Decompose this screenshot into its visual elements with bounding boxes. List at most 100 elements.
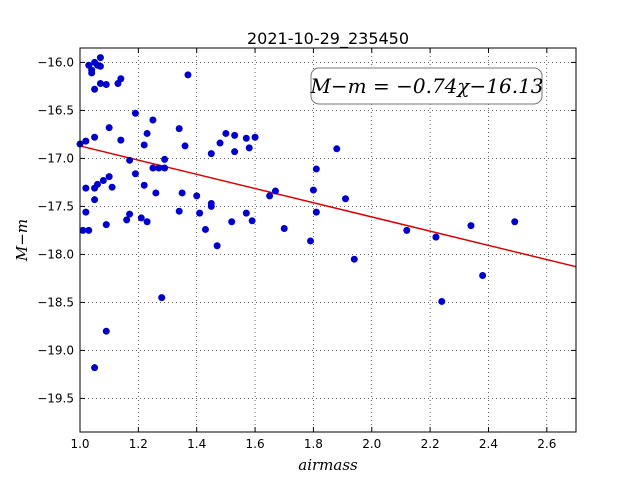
- data-point: [271, 187, 279, 195]
- data-point: [82, 184, 90, 192]
- data-point: [99, 176, 107, 184]
- data-point: [102, 327, 110, 335]
- data-point: [280, 224, 288, 232]
- data-point: [333, 145, 341, 153]
- chart-title: 2021-10-29_235450: [247, 29, 409, 49]
- data-points: [76, 54, 519, 372]
- data-point: [231, 148, 239, 156]
- y-tick-label: −16.0: [37, 55, 74, 69]
- data-point: [201, 225, 209, 233]
- x-tick-label: 2.6: [537, 437, 556, 451]
- fit-annotation: M−m = −0.74χ−16.13: [309, 67, 544, 105]
- data-point: [309, 186, 317, 194]
- data-point: [213, 242, 221, 250]
- data-point: [108, 183, 116, 191]
- data-point: [175, 207, 183, 215]
- data-point: [137, 214, 145, 222]
- data-point: [312, 165, 320, 173]
- y-tick-label: −17.5: [37, 199, 74, 213]
- data-point: [126, 156, 134, 164]
- data-point: [82, 208, 90, 216]
- data-point: [105, 173, 113, 181]
- data-point: [91, 85, 99, 93]
- data-point: [184, 71, 192, 79]
- data-point: [91, 133, 99, 141]
- x-tick-label: 2.2: [421, 437, 440, 451]
- data-point: [94, 180, 102, 188]
- grid-lines: [80, 48, 576, 432]
- data-point: [248, 217, 256, 225]
- data-point: [85, 226, 93, 234]
- data-point: [196, 209, 204, 217]
- data-point: [511, 218, 519, 226]
- y-axis-label: M−m: [13, 219, 31, 262]
- data-point: [117, 136, 125, 144]
- data-point: [155, 164, 163, 172]
- x-tick-label: 1.8: [304, 437, 323, 451]
- x-tick-label: 1.4: [187, 437, 206, 451]
- data-point: [126, 210, 134, 218]
- data-point: [105, 124, 113, 132]
- plot-frame: [79, 47, 577, 433]
- x-tick-label: 2.0: [362, 437, 381, 451]
- data-point: [193, 192, 201, 200]
- data-point: [91, 364, 99, 372]
- annotation-text: M−m = −0.74χ−16.13: [309, 74, 543, 98]
- annotation-box: [310, 67, 543, 105]
- data-point: [117, 75, 125, 83]
- data-point: [216, 139, 224, 147]
- data-point: [266, 192, 274, 200]
- data-point: [350, 255, 358, 263]
- data-point: [102, 80, 110, 88]
- y-tick-label: −16.5: [37, 103, 74, 117]
- data-point: [242, 209, 250, 217]
- data-point: [143, 218, 151, 226]
- data-point: [131, 170, 139, 178]
- x-tick-label: 1.6: [246, 437, 265, 451]
- data-point: [143, 129, 151, 137]
- y-tick-label: −19.0: [37, 343, 74, 357]
- y-tick-label: −18.5: [37, 295, 74, 309]
- data-point: [149, 164, 157, 172]
- x-tick-label: 1.0: [70, 437, 89, 451]
- data-point: [88, 69, 96, 77]
- data-point: [251, 133, 259, 141]
- data-point: [91, 196, 99, 204]
- data-point: [123, 216, 131, 224]
- data-point: [96, 80, 104, 88]
- data-point: [306, 237, 314, 245]
- data-point: [149, 116, 157, 124]
- data-point: [207, 200, 215, 208]
- axis-ticks: 1.0 1.2 1.4 1.6 1.8 2.0 2.2 2.4 2.6 −16.0 −16.5 −17…: [37, 48, 576, 451]
- data-point: [245, 144, 253, 152]
- data-point: [178, 189, 186, 197]
- x-tick-label: 1.2: [129, 437, 148, 451]
- data-point: [312, 208, 320, 216]
- data-point: [131, 109, 139, 117]
- data-point: [96, 54, 104, 62]
- data-point: [161, 164, 169, 172]
- data-point: [432, 233, 440, 241]
- data-point: [140, 141, 148, 149]
- data-point: [102, 221, 110, 229]
- data-point: [231, 131, 239, 139]
- data-point: [242, 134, 250, 142]
- data-point: [228, 218, 236, 226]
- data-point: [140, 181, 148, 189]
- x-tick-label: 2.4: [479, 437, 498, 451]
- y-tick-label: −17.0: [37, 151, 74, 165]
- data-point: [467, 222, 475, 230]
- data-point: [181, 142, 189, 150]
- data-point: [161, 155, 169, 163]
- data-point: [152, 189, 160, 197]
- data-point: [403, 226, 411, 234]
- fit-line: [79, 145, 577, 268]
- data-point: [175, 125, 183, 133]
- data-point: [82, 137, 90, 145]
- data-point: [79, 226, 87, 234]
- data-point: [96, 62, 104, 70]
- data-point: [222, 129, 230, 137]
- y-tick-label: −18.0: [37, 247, 74, 261]
- data-point: [479, 272, 487, 280]
